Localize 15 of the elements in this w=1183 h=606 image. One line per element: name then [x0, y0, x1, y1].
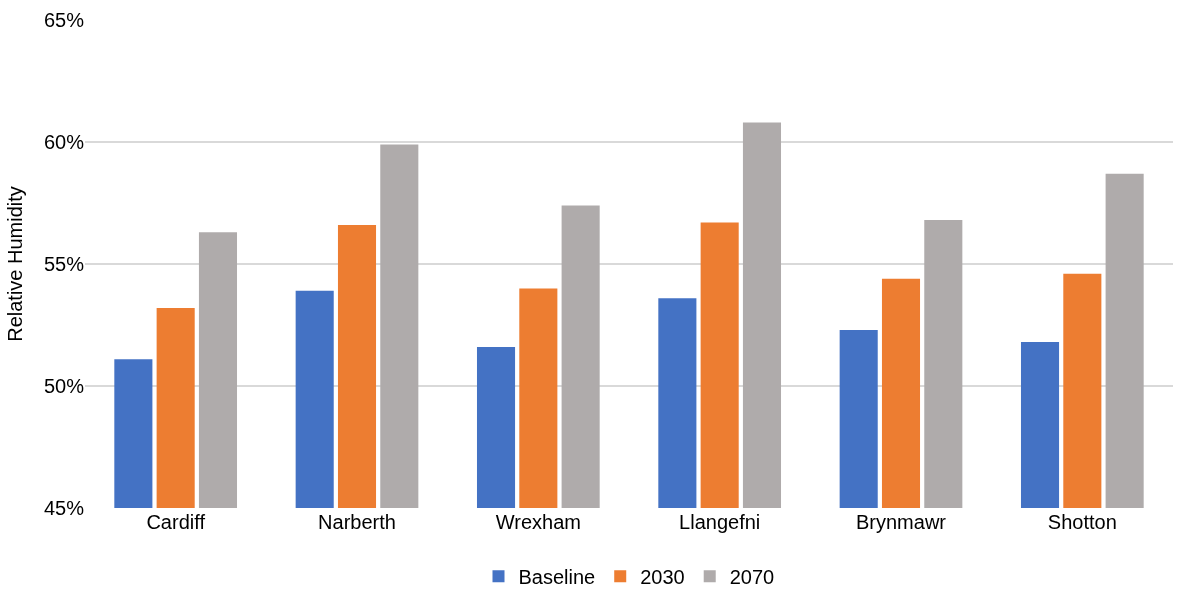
x-tick-label: Cardiff: [146, 511, 206, 533]
y-tick-label: 50%: [43, 375, 85, 397]
y-axis-title: Relative Humidity: [4, 186, 27, 342]
x-tick-label: Shotton: [1047, 511, 1117, 533]
y-tick-label: 45%: [43, 497, 85, 519]
legend-label: 2030: [640, 566, 685, 589]
y-tick-label: 65%: [43, 9, 85, 31]
x-tick-label: Brynmawr: [855, 511, 947, 533]
legend-label: 2070: [729, 566, 775, 589]
x-tick-label: Narberth: [318, 511, 396, 533]
y-tick-label: 60%: [43, 131, 85, 153]
x-tick-label: Wrexham: [495, 511, 581, 533]
x-tick-label: Llangefni: [679, 511, 761, 533]
legend-label: Baseline: [518, 566, 596, 589]
y-tick-label: 55%: [43, 253, 85, 275]
